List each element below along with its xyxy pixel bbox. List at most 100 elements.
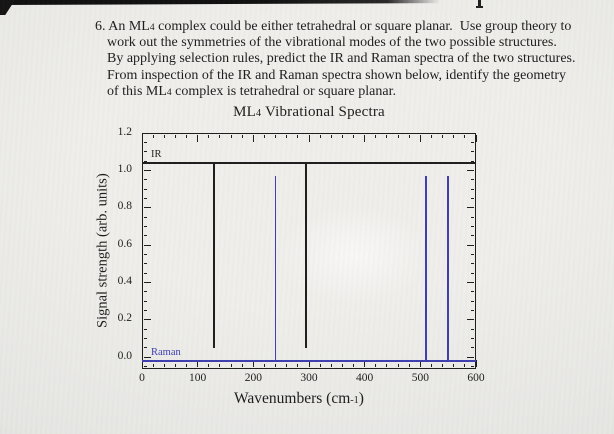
y-tick bbox=[470, 160, 475, 162]
question-line: By applying selection rules, predict the… bbox=[107, 51, 576, 67]
y-tick-label: 0.8 bbox=[117, 200, 132, 213]
x-tick-label: 400 bbox=[356, 372, 374, 384]
y-tick-label: 0.4 bbox=[117, 274, 132, 287]
x-tick bbox=[308, 134, 310, 142]
y-tick bbox=[470, 151, 475, 153]
x-tick-label: 100 bbox=[189, 372, 207, 384]
y-tick-label: 0.0 bbox=[117, 349, 132, 362]
x-tick bbox=[475, 134, 477, 142]
x-tick bbox=[353, 363, 355, 368]
x-tick bbox=[375, 134, 377, 139]
y-tick-label: 0.6 bbox=[117, 237, 132, 250]
x-tick bbox=[397, 134, 399, 139]
x-tick bbox=[219, 134, 221, 139]
x-tick bbox=[186, 363, 188, 368]
x-tick bbox=[219, 363, 221, 368]
y-tick bbox=[470, 253, 475, 255]
ir-peak bbox=[305, 162, 308, 348]
x-tick bbox=[141, 360, 143, 368]
y-tick bbox=[470, 141, 475, 143]
plot-area: IR Raman bbox=[141, 132, 477, 369]
x-tick bbox=[174, 363, 176, 368]
x-tick bbox=[453, 134, 455, 139]
x-tick bbox=[286, 363, 288, 368]
y-tick bbox=[467, 356, 475, 358]
x-tick bbox=[297, 134, 299, 139]
x-tick bbox=[408, 134, 410, 139]
y-tick bbox=[470, 365, 475, 367]
ir-peak bbox=[213, 162, 216, 348]
y-tick bbox=[143, 179, 148, 181]
x-tick bbox=[163, 363, 165, 368]
y-tick bbox=[467, 319, 475, 321]
x-tick bbox=[364, 134, 366, 142]
x-tick bbox=[375, 363, 377, 368]
y-tick bbox=[143, 319, 151, 321]
x-tick bbox=[408, 363, 410, 368]
x-tick bbox=[297, 363, 299, 368]
y-tick bbox=[467, 132, 475, 134]
x-tick bbox=[386, 363, 388, 368]
x-tick bbox=[230, 363, 232, 368]
x-tick bbox=[263, 363, 265, 368]
chart-title: ML4 Vibrational Spectra bbox=[233, 104, 385, 120]
x-tick bbox=[397, 363, 399, 368]
x-tick bbox=[241, 134, 243, 139]
x-tick bbox=[208, 363, 210, 368]
x-tick bbox=[197, 360, 199, 368]
x-tick-label: 0 bbox=[139, 372, 145, 384]
y-tick-label: 0.2 bbox=[117, 312, 132, 325]
x-tick bbox=[275, 134, 277, 139]
raman-peak bbox=[425, 175, 427, 361]
x-tick bbox=[442, 134, 444, 139]
y-tick bbox=[470, 291, 475, 293]
y-tick bbox=[467, 207, 475, 209]
x-tick bbox=[141, 134, 143, 142]
x-tick bbox=[353, 134, 355, 139]
y-tick bbox=[143, 356, 151, 358]
x-tick bbox=[464, 363, 466, 368]
y-tick bbox=[143, 347, 148, 349]
y-tick bbox=[467, 169, 475, 171]
y-tick bbox=[143, 300, 148, 302]
x-tick bbox=[308, 360, 310, 368]
y-tick bbox=[143, 197, 148, 199]
y-tick bbox=[470, 328, 475, 330]
x-tick bbox=[286, 134, 288, 139]
raman-peak bbox=[447, 175, 450, 361]
y-tick bbox=[470, 216, 475, 218]
y-tick bbox=[143, 216, 148, 218]
x-tick bbox=[453, 363, 455, 368]
y-tick bbox=[470, 179, 475, 181]
x-tick bbox=[330, 363, 332, 368]
y-tick bbox=[143, 281, 151, 283]
y-tick bbox=[143, 337, 148, 339]
y-tick bbox=[143, 263, 148, 265]
question-text: 6. An ML4 complex could be either tetrah… bbox=[95, 19, 576, 100]
x-tick-label: 500 bbox=[411, 372, 429, 384]
y-tick bbox=[470, 337, 475, 339]
y-tick bbox=[470, 263, 475, 265]
y-tick bbox=[143, 253, 148, 255]
y-tick bbox=[143, 225, 148, 227]
y-tick-labels: 0.0 0.2 0.4 0.6 0.8 1.0 1.2 bbox=[94, 126, 136, 369]
y-tick bbox=[143, 141, 148, 143]
x-tick bbox=[464, 134, 466, 139]
x-tick bbox=[230, 134, 232, 139]
plot-frame bbox=[142, 133, 476, 369]
x-tick bbox=[197, 134, 199, 142]
x-tick bbox=[341, 363, 343, 368]
y-tick bbox=[470, 188, 475, 190]
x-axis-title: Wavenumbers (cm-1) bbox=[234, 390, 364, 407]
x-tick bbox=[241, 363, 243, 368]
x-tick bbox=[263, 134, 265, 139]
y-tick bbox=[143, 160, 148, 162]
x-tick bbox=[252, 134, 254, 142]
x-tick bbox=[430, 134, 432, 139]
y-tick-label: 1.0 bbox=[117, 162, 132, 175]
x-tick bbox=[430, 363, 432, 368]
x-tick bbox=[330, 134, 332, 139]
x-tick bbox=[152, 363, 154, 368]
raman-series-label: Raman bbox=[151, 347, 181, 359]
